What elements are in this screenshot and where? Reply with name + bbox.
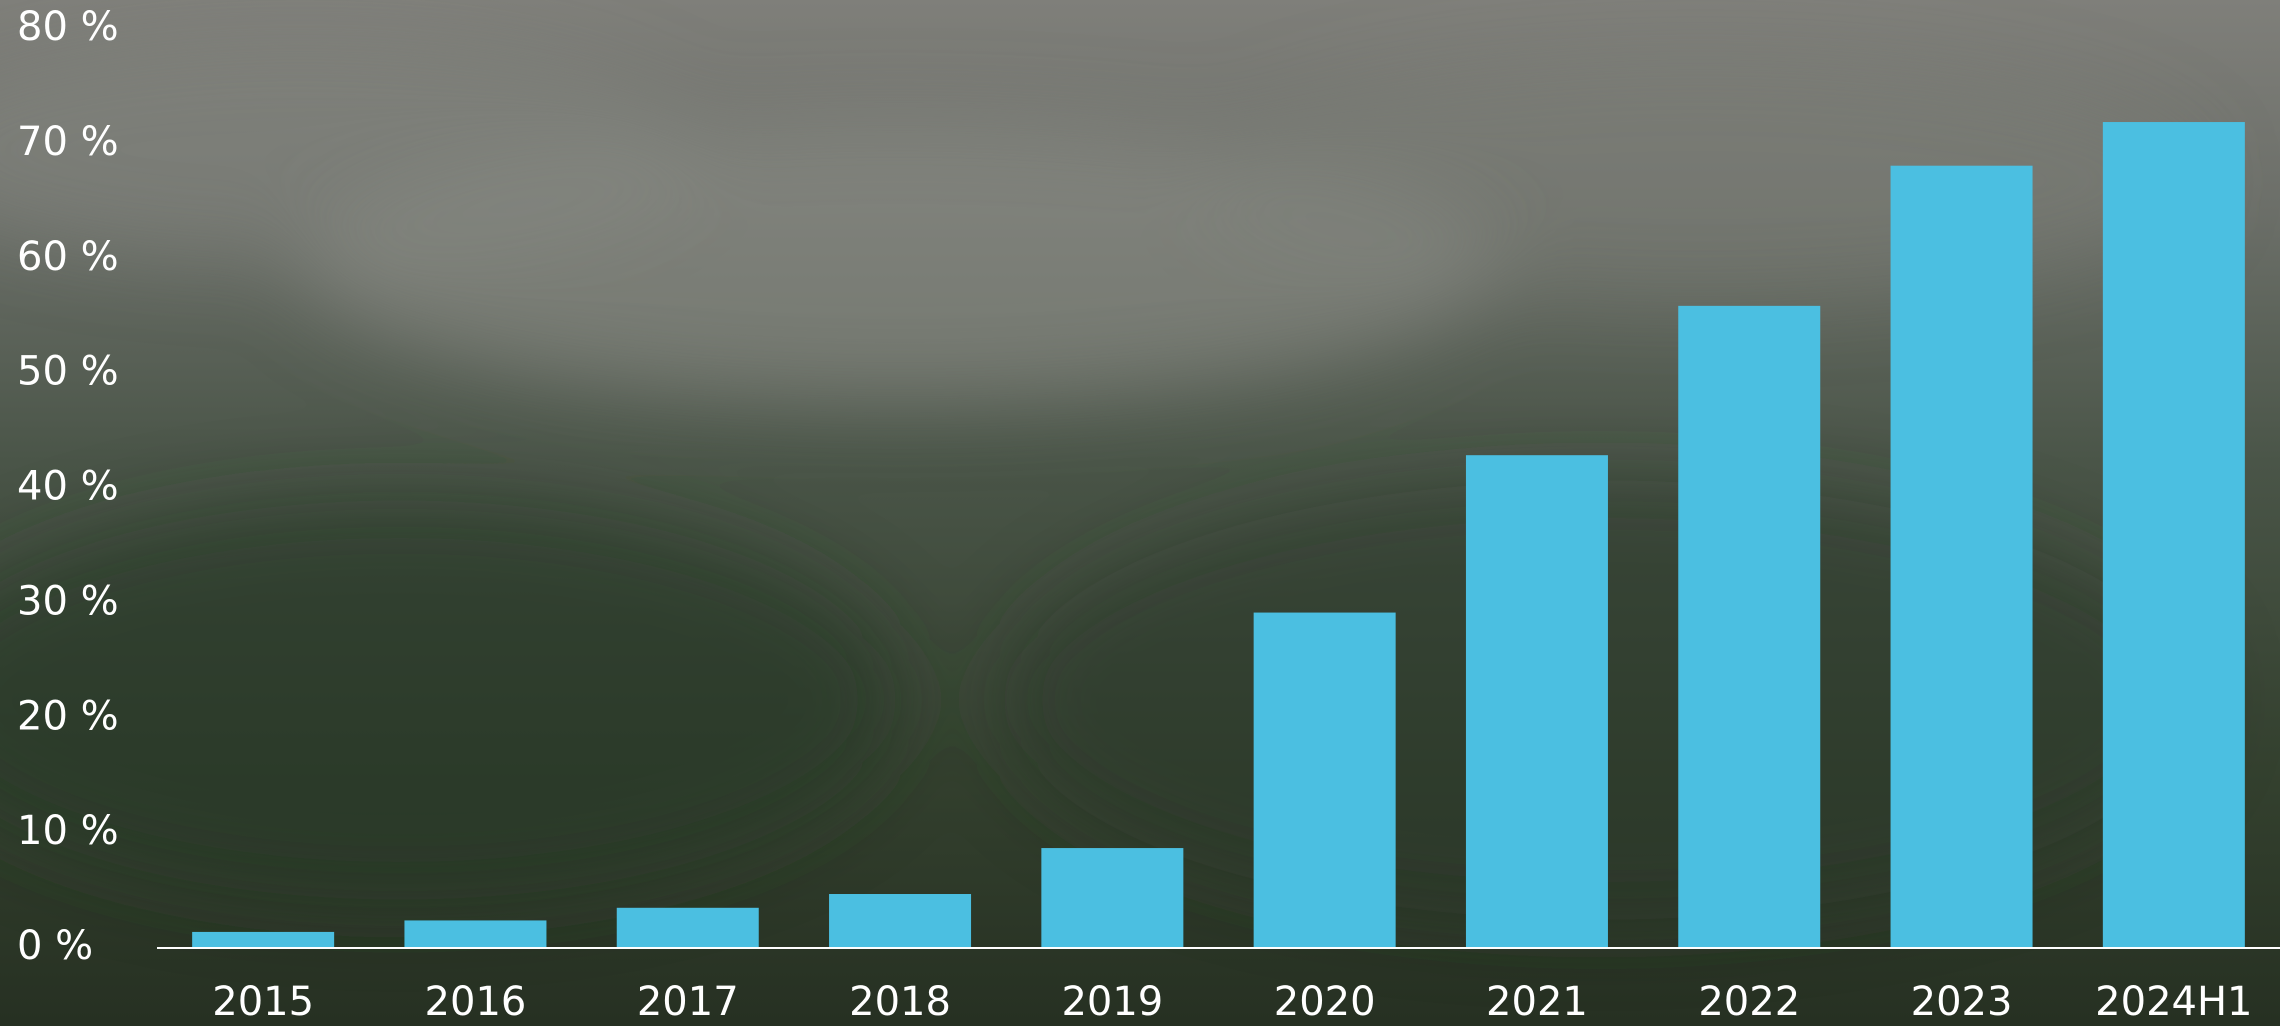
y-tick-label: 30 % <box>17 578 119 624</box>
y-tick-label: 20 % <box>17 693 119 739</box>
bar <box>192 931 335 948</box>
bar <box>616 907 759 948</box>
bar <box>1890 165 2033 949</box>
x-tick-label: 2016 <box>425 979 527 1025</box>
bar <box>1465 455 1608 948</box>
y-tick-label: 0 % <box>17 923 93 969</box>
y-tick-label: 60 % <box>17 234 119 280</box>
x-tick-label: 2018 <box>849 979 951 1025</box>
y-tick-label: 50 % <box>17 349 119 395</box>
bar <box>1678 305 1821 948</box>
x-tick-label: 2021 <box>1486 979 1588 1025</box>
x-tick-label: 2015 <box>212 979 314 1025</box>
y-tick-label: 70 % <box>17 119 119 165</box>
x-tick-label: 2023 <box>1911 979 2013 1025</box>
x-tick-label: 2017 <box>637 979 739 1025</box>
plot-area: 0 % 10 % 20 % 30 % 40 % 50 % 60 % 70 % 80 % 2015 2… <box>17 4 2280 1025</box>
x-tick-label: 2020 <box>1274 979 1376 1025</box>
x-tick-label: 2024H1 <box>2095 979 2252 1025</box>
y-tick-label: 10 % <box>17 808 119 854</box>
x-tick-label: 2019 <box>1061 979 1163 1025</box>
bar <box>1041 848 1184 948</box>
bar <box>829 894 972 948</box>
bar <box>404 920 547 948</box>
y-tick-label: 80 % <box>17 4 119 50</box>
x-tick-label: 2022 <box>1698 979 1800 1025</box>
y-tick-label: 40 % <box>17 464 119 510</box>
bar <box>1253 612 1396 948</box>
bar <box>2102 122 2245 948</box>
